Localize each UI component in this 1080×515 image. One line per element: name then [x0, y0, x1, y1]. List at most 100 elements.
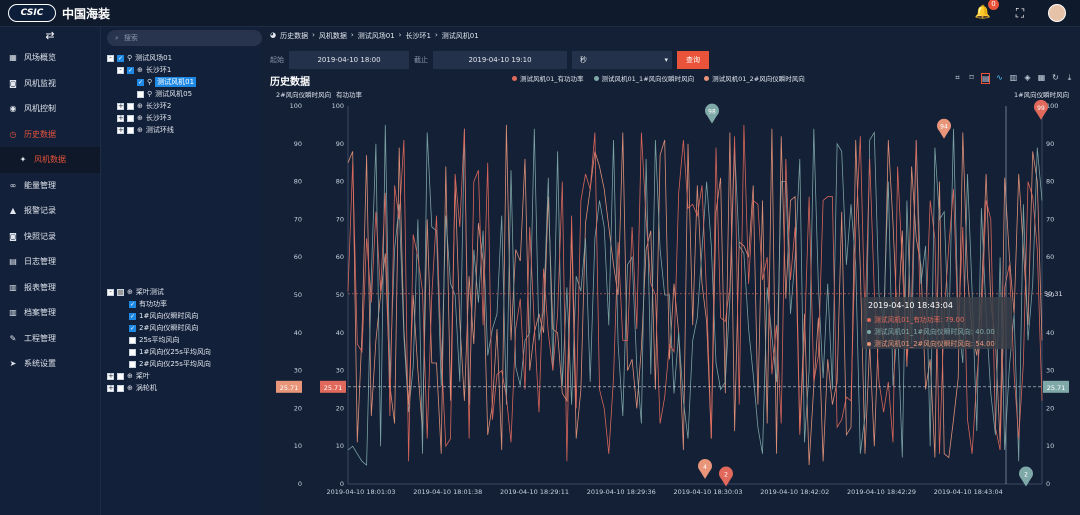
- crumb-item[interactable]: 测试风机01: [441, 32, 479, 40]
- tree-node-turbine01[interactable]: ✓ ⚲ 测试风机01: [137, 77, 197, 87]
- tree-node-ring1[interactable]: - ✓ ⊕ 长沙环1: [117, 65, 171, 75]
- search-icon: ⌕: [115, 33, 119, 42]
- markline-tag-right-text: 25.71: [1047, 384, 1066, 392]
- zoom-icon[interactable]: ⌗: [955, 73, 960, 82]
- link-icon: ∞: [9, 180, 17, 190]
- breadcrumb: ◕ 历史数据 › 风机数据 › 测试风场01 › 长沙环1 › 测试风机01: [270, 31, 479, 40]
- chart-legend: 测试风机01_有功功率 测试风机01_1#风向仪瞬时风向 测试风机01_2#风向…: [512, 73, 805, 83]
- chart-toolbox: ⌗ ⌑ ▤ ∿ ▥ ◈ ▦ ↻ ⤓: [953, 73, 1074, 84]
- notification-count: 0: [988, 0, 999, 10]
- x-tick-label: 2019-04-10 18:29:36: [587, 488, 656, 496]
- sidebar-item-12[interactable]: ➤ 系统设置: [0, 351, 100, 377]
- sidebar-item-9[interactable]: ▥ 报表管理: [0, 275, 100, 301]
- markline-tag-left-text: 25.71: [324, 384, 343, 392]
- sidebar-item-0[interactable]: ▦ 风场概览: [0, 45, 100, 71]
- sidebar-item-10[interactable]: ▥ 档案管理: [0, 300, 100, 326]
- query-button[interactable]: 查询: [677, 51, 709, 69]
- tree-node-param-3[interactable]: 25s平均风向: [129, 335, 180, 345]
- tree-node-param-root[interactable]: - ⊕ 桨叶测试: [107, 287, 164, 297]
- notifications-button[interactable]: 🔔 0: [974, 0, 999, 22]
- markline-tag-outer: [276, 380, 302, 393]
- crumb-item[interactable]: 风机数据: [318, 32, 347, 40]
- y-tick-label-left: 40: [336, 329, 344, 337]
- bell-icon: 🔔: [974, 5, 992, 20]
- sidebar-toggle-icon[interactable]: ⇄: [45, 29, 55, 42]
- tree-node-param-5[interactable]: 2#风向仪25s平均风向: [129, 359, 211, 369]
- stack-icon[interactable]: ◈: [1024, 73, 1031, 82]
- tree-node-ring2[interactable]: + ⊕ 长沙环2: [117, 101, 172, 110]
- avatar[interactable]: [1048, 4, 1066, 22]
- sidebar-item-4[interactable]: ✦ 风机数据: [0, 147, 100, 173]
- data-view-icon[interactable]: ▤: [981, 73, 990, 84]
- y-tick-label-left: 100: [332, 102, 344, 110]
- zoom-reset-icon[interactable]: ⌑: [969, 73, 974, 82]
- crumb-item[interactable]: 长沙环1: [405, 32, 431, 40]
- device-tree: ⌕ 搜索 - ✓ ⚲ 测试风场01 - ✓ ⊕ 长沙环1 ✓ ⚲ 测试风机01 ⚲ 测试风机05 …: [101, 27, 262, 515]
- pin-label: 4: [703, 464, 707, 471]
- series-line-0: [347, 124, 1043, 466]
- grid-icon: ▦: [9, 53, 17, 63]
- ring-icon: ⊕: [137, 126, 143, 134]
- sidebar-item-7[interactable]: ◙ 快照记录: [0, 224, 100, 250]
- tree-node-farm[interactable]: - ✓ ⚲ 测试风场01: [107, 53, 172, 63]
- tree-node-ring3[interactable]: + ⊕ 长沙环3: [117, 113, 172, 122]
- start-time-input[interactable]: 2019-04-10 18:00: [289, 51, 409, 69]
- y-tick-label-outer: 40: [294, 329, 302, 337]
- y-tick-label-right: 0: [1046, 480, 1050, 488]
- download-icon[interactable]: ⤓: [1067, 73, 1072, 82]
- fullscreen-icon[interactable]: ⛶: [1015, 6, 1025, 20]
- y-tick-label-left: 80: [336, 178, 344, 186]
- tree-search-input[interactable]: ⌕ 搜索: [107, 30, 262, 46]
- legend-item[interactable]: 测试风机01_1#风向仪瞬时风向: [593, 73, 694, 83]
- sidebar-item-5[interactable]: ∞ 能量管理: [0, 173, 100, 199]
- sidebar-item-label: 日志管理: [24, 257, 56, 267]
- tree-node-turbine05[interactable]: ⚲ 测试风机05: [137, 89, 192, 99]
- tree-node-param-0[interactable]: ✓ 有功功率: [129, 300, 167, 308]
- sidebar-item-8[interactable]: ▤ 日志管理: [0, 249, 100, 275]
- tree-label: 测试风机01: [155, 77, 197, 87]
- y-tick-label-left: 50: [336, 291, 344, 299]
- tooltip-row: 测试风机01_有功功率: 79.00: [874, 315, 964, 324]
- y-tick-label-right: 80: [1046, 178, 1054, 186]
- unit-select[interactable]: 秒 ▾: [572, 51, 672, 69]
- avg-label: 50.31: [1044, 290, 1063, 298]
- brand-name: 中国海装: [62, 6, 111, 21]
- sidebar-item-1[interactable]: ◙ 风机监视: [0, 71, 100, 97]
- line-chart-icon[interactable]: ∿: [996, 73, 1003, 82]
- markline-tag-right: [1043, 380, 1069, 393]
- pin-marker: [705, 103, 719, 124]
- sidebar-item-2[interactable]: ◉ 风机控制: [0, 96, 100, 122]
- history-line-chart[interactable]: 2#风向仪瞬时风向 有功功率 1#风向仪瞬时风向 0 0 0 10 10 10 20 20 20 30 3…: [262, 27, 1080, 515]
- tree-node-param-4[interactable]: 1#风向仪25s平均风向: [129, 347, 211, 357]
- pin-label: 94: [940, 124, 948, 131]
- sidebar-item-label: 风机控制: [24, 104, 56, 114]
- tree-node-blade[interactable]: + ⊕ 桨叶: [107, 371, 150, 380]
- tree-node-param-2[interactable]: ✓ 2#风向仪瞬时风向: [129, 324, 199, 332]
- tree-label: 有功功率: [139, 300, 167, 308]
- y-tick-label-right: 90: [1046, 140, 1054, 148]
- sidebar-item-6[interactable]: ▲ 报警记录: [0, 198, 100, 224]
- x-tick-label: 2019-04-10 18:42:02: [760, 488, 829, 496]
- legend-label: 测试风机01_2#风向仪瞬时风向: [712, 75, 805, 83]
- tooltip-row: 测试风机01_2#风向仪瞬时风向: 54.00: [874, 339, 995, 348]
- end-time-input[interactable]: 2019-04-10 19:10: [433, 51, 567, 69]
- sidebar-item-label: 历史数据: [24, 129, 56, 139]
- brand-logo: CSIC 中国海装: [8, 3, 110, 23]
- tree-node-param-1[interactable]: ✓ 1#风向仪瞬时风向: [129, 312, 199, 320]
- sidebar-item-11[interactable]: ✎ 工程管理: [0, 326, 100, 352]
- tile-icon[interactable]: ▦: [1037, 73, 1046, 82]
- sidebar-item-3[interactable]: ◷ 历史数据: [0, 122, 100, 148]
- crumb-item[interactable]: 历史数据: [280, 32, 309, 40]
- tree-node-gearbox[interactable]: + ⊕ 涡轮机: [107, 383, 157, 392]
- start-label: 起始: [270, 56, 284, 64]
- pin-marker: [719, 466, 733, 487]
- legend-item[interactable]: 测试风机01_有功功率: [512, 73, 584, 83]
- restore-icon[interactable]: ↻: [1052, 73, 1059, 82]
- bar-chart-icon[interactable]: ▥: [1009, 73, 1018, 82]
- crumb-item[interactable]: 测试风场01: [357, 32, 395, 40]
- pin-label: 2: [724, 471, 728, 478]
- legend-item[interactable]: 测试风机01_2#风向仪瞬时风向: [704, 73, 805, 83]
- markline-tag-left: [320, 380, 346, 393]
- y-tick-label-left: 90: [336, 140, 344, 148]
- tree-node-testring[interactable]: + ⊕ 测试环线: [117, 125, 174, 134]
